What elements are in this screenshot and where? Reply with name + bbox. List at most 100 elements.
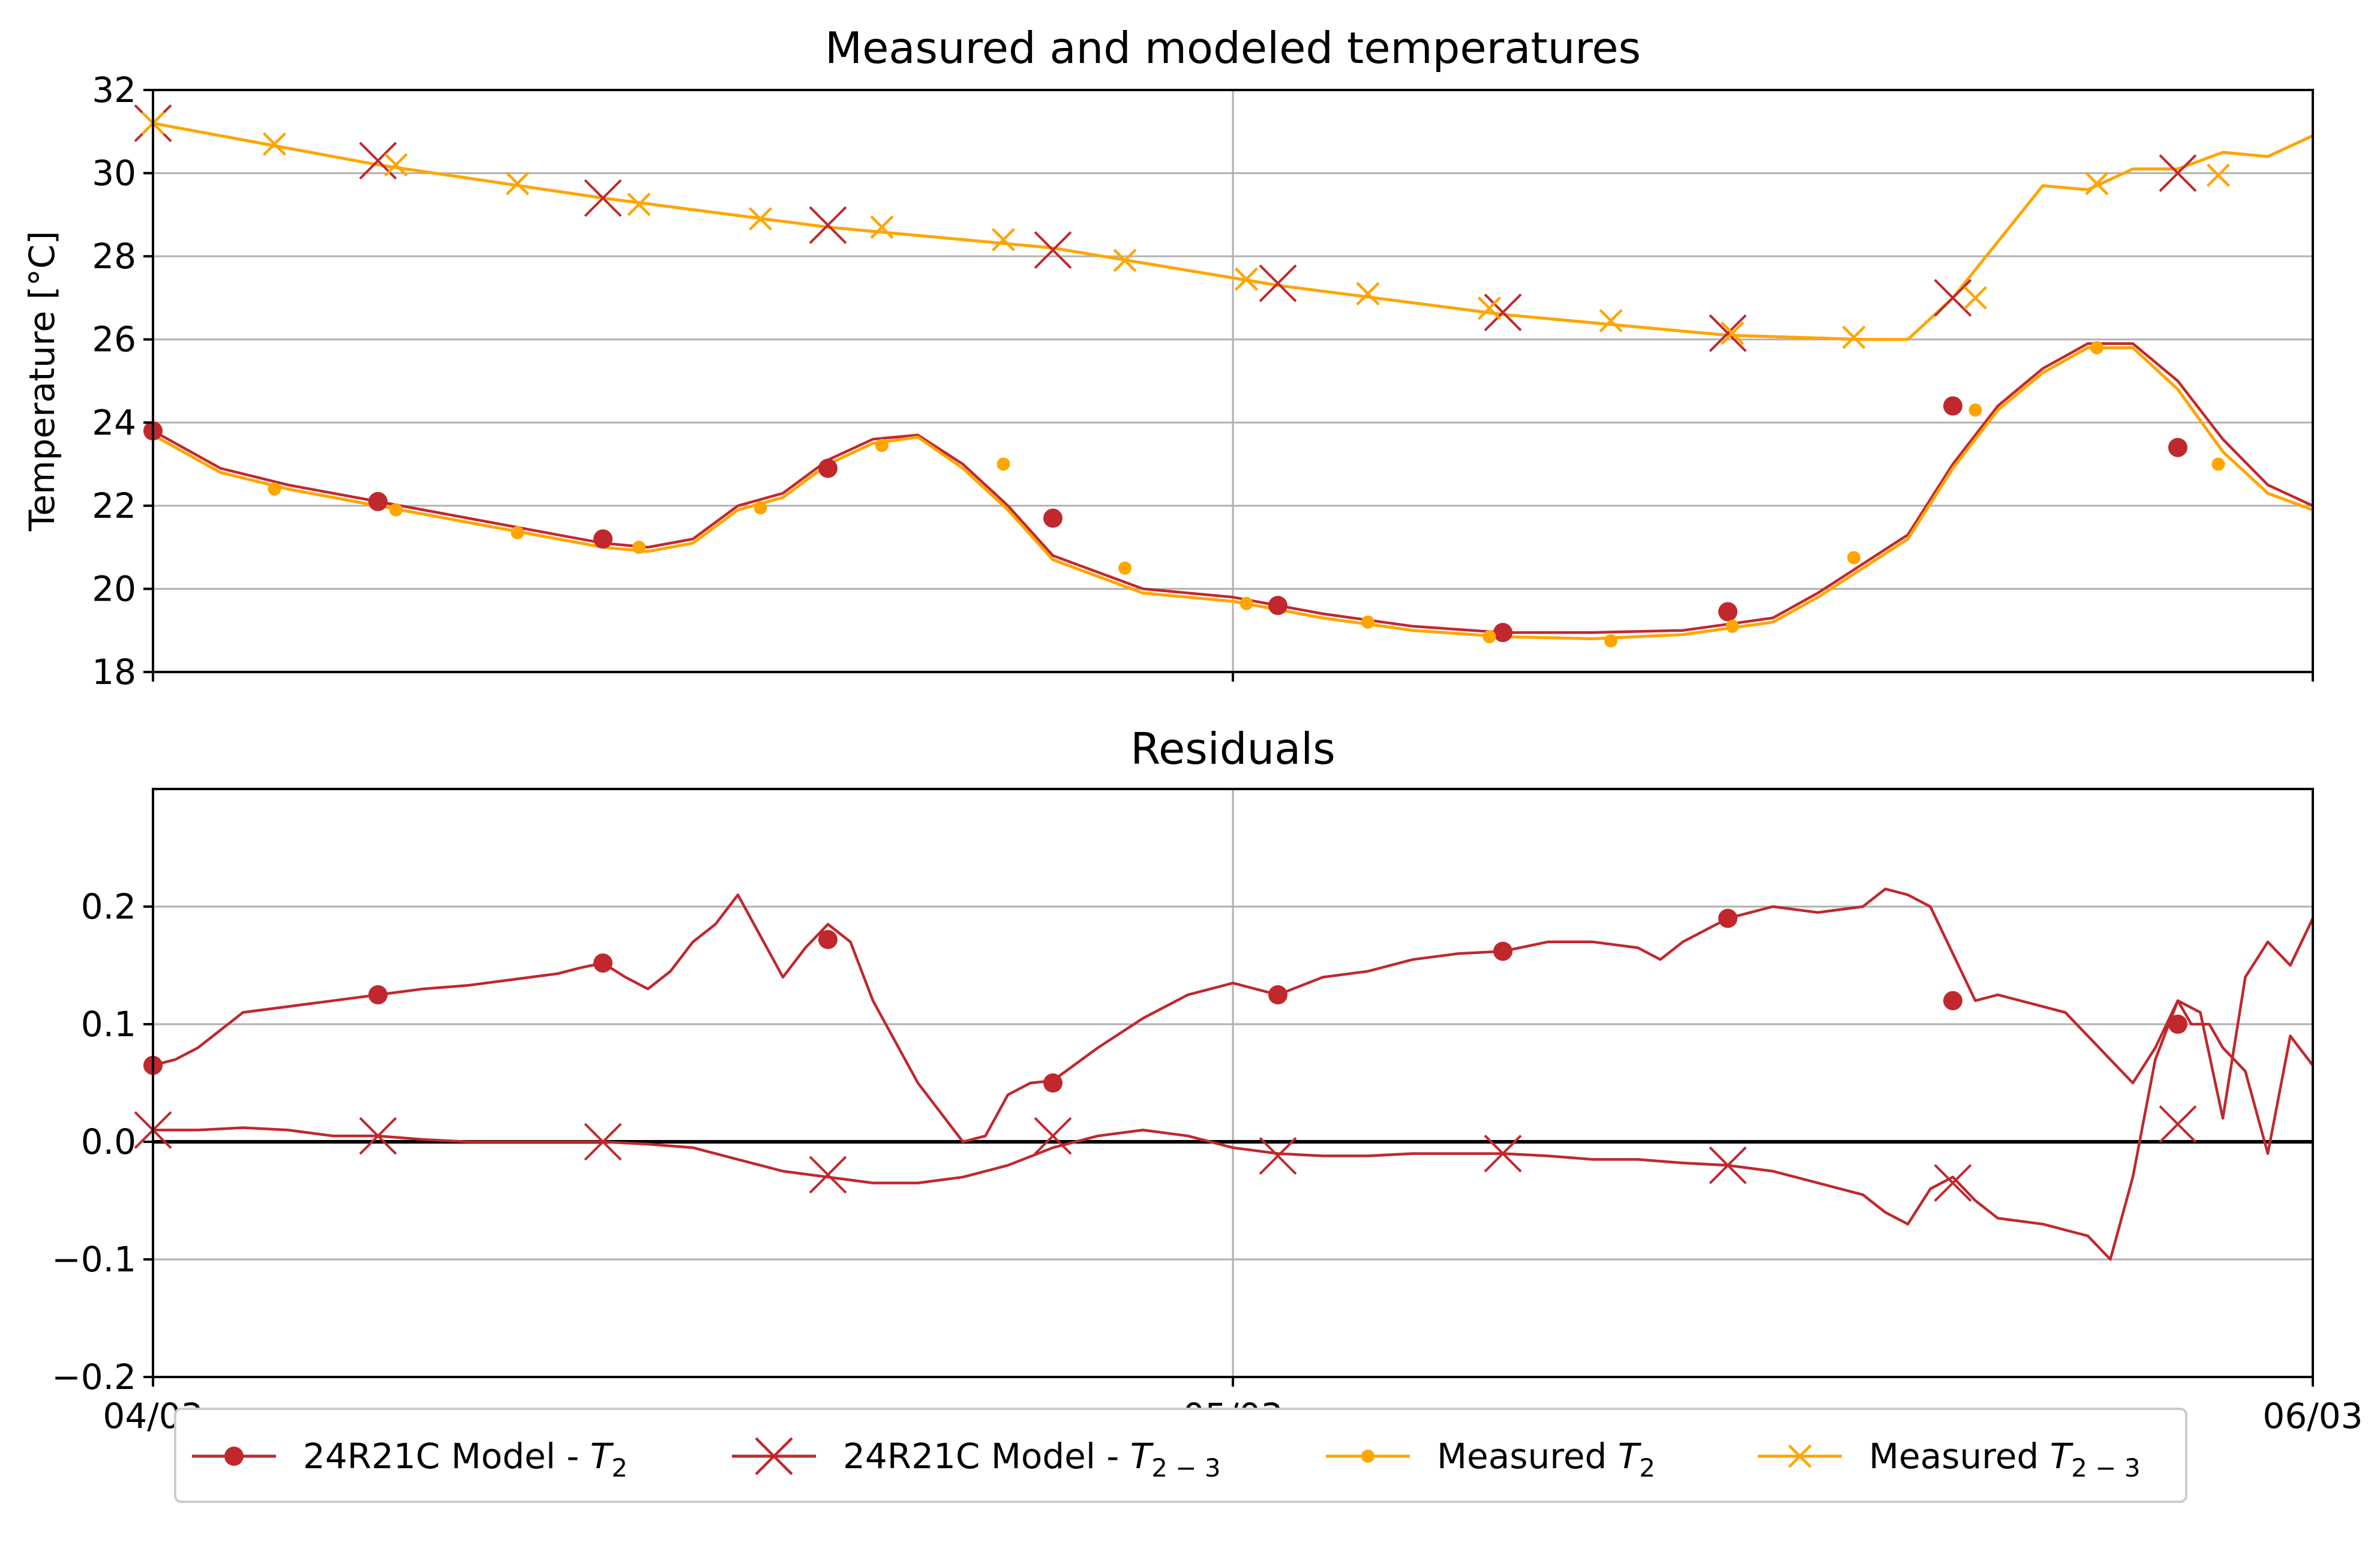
data-point (593, 953, 613, 973)
data-point (1234, 267, 1259, 291)
y-tick-label: −0.2 (52, 1357, 136, 1397)
legend-label-sub: 2 (1639, 1453, 1655, 1483)
data-point (748, 207, 773, 231)
legend-label-var: T (1618, 1436, 1642, 1477)
data-point (1963, 286, 1988, 310)
temperature-y-axis-label: Temperature [°C] (22, 231, 62, 532)
legend-label-var: T (2050, 1436, 2074, 1477)
data-point (389, 503, 403, 517)
data-point (818, 458, 838, 478)
y-tick-label: 24 (92, 402, 136, 443)
temperature-chart: Measured and modeled temperatures Temper… (22, 23, 2314, 692)
legend-label: Measured T2 − 3 (1869, 1436, 2141, 1483)
legend-marker (224, 1447, 244, 1466)
data-point (1268, 985, 1287, 1004)
legend-label-sub: 2 − 3 (1151, 1453, 1220, 1483)
data-point (511, 526, 524, 539)
data-point (593, 529, 613, 549)
data-point (809, 206, 847, 244)
data-point (2159, 1105, 2197, 1144)
data-point (584, 1123, 622, 1161)
legend-label-prefix: Measured (1437, 1436, 1618, 1477)
data-point (1361, 615, 1374, 629)
legend-label: 24R21C Model - T2 − 3 (843, 1436, 1221, 1483)
data-point (627, 192, 651, 217)
data-point (584, 179, 622, 217)
y-tick-label: 0.2 (81, 886, 136, 927)
data-point (1259, 264, 1297, 302)
data-point (1968, 403, 1982, 417)
data-point (1268, 596, 1287, 616)
data-point (384, 153, 408, 177)
data-point (1034, 1117, 1072, 1155)
data-point (809, 1156, 847, 1194)
data-point (1599, 308, 1623, 333)
data-point (1484, 293, 1522, 332)
legend-label: Measured T2 (1437, 1436, 1655, 1483)
data-point (1943, 991, 1962, 1010)
legend-item: 24R21C Model - T2 − 3 (732, 1436, 1221, 1483)
data-point (2085, 172, 2109, 196)
data-point (1118, 561, 1132, 575)
legend-label-prefix: 24R21C Model - (303, 1436, 590, 1477)
y-tick-label: 22 (92, 485, 136, 526)
data-point (1934, 1164, 1972, 1202)
data-point (875, 439, 889, 452)
legend-marker (755, 1437, 793, 1475)
data-point (754, 501, 767, 515)
legend-box (174, 1408, 2187, 1503)
data-point (2168, 1015, 2187, 1034)
temperature-y-ticks: 18 20 22 24 26 28 30 32 (92, 70, 153, 692)
x-tick-label: 06/03 (2262, 1396, 2363, 1436)
data-point (1720, 321, 1745, 345)
residuals-grid (153, 789, 2313, 1378)
data-point (505, 172, 530, 196)
residuals-markers (134, 908, 2197, 1202)
data-point (1043, 508, 1063, 528)
legend-item: Measured T2 − 3 (1758, 1436, 2141, 1483)
residuals-series (152, 887, 2315, 1261)
data-point (1725, 619, 1739, 633)
data-point (1709, 314, 1747, 352)
y-tick-label: 20 (92, 568, 136, 609)
data-point (1259, 1137, 1297, 1175)
y-tick-label: −0.1 (52, 1239, 136, 1280)
legend-marker (1788, 1444, 1812, 1468)
residuals-chart-title: Residuals (1130, 724, 1335, 774)
data-point (368, 985, 388, 1004)
temperature-plot-frame (152, 89, 2314, 673)
data-point (1718, 908, 1737, 928)
data-point (268, 482, 281, 496)
legend: 24R21C Model - T2 24R21C Model - T2 − 3 Me… (174, 1408, 2187, 1503)
data-point (1842, 325, 1866, 349)
y-tick-label: 0.0 (81, 1121, 136, 1162)
data-point (870, 215, 894, 239)
data-point (359, 1117, 397, 1155)
residuals-chart: Residuals −0.2−0.10.00.10.2 04/0305/0306… (52, 724, 2363, 1436)
legend-label: 24R21C Model - T2 (303, 1436, 628, 1483)
data-point (1043, 1073, 1063, 1093)
legend-label-sub: 2 (611, 1453, 628, 1483)
data-point (1847, 551, 1860, 565)
data-point (1604, 634, 1617, 648)
data-point (2168, 437, 2187, 457)
data-point (1482, 630, 1496, 644)
data-point (632, 541, 646, 554)
y-tick-label: 28 (92, 236, 136, 277)
data-point (1356, 281, 1380, 306)
legend-item: 24R21C Model - T2 (192, 1436, 628, 1483)
data-point (2206, 163, 2231, 187)
y-tick-label: 32 (92, 70, 136, 110)
data-point (1239, 596, 1253, 610)
data-point (1493, 623, 1512, 643)
y-tick-label: 18 (92, 652, 136, 692)
data-point (1477, 296, 1502, 320)
data-point (1484, 1135, 1522, 1173)
data-point (1709, 1146, 1747, 1184)
data-point (997, 457, 1010, 471)
data-point (1493, 941, 1512, 961)
data-point (2090, 341, 2103, 355)
y-tick-label: 0.1 (81, 1004, 136, 1045)
temperature-markers (134, 104, 2231, 648)
data-point (1113, 248, 1137, 272)
